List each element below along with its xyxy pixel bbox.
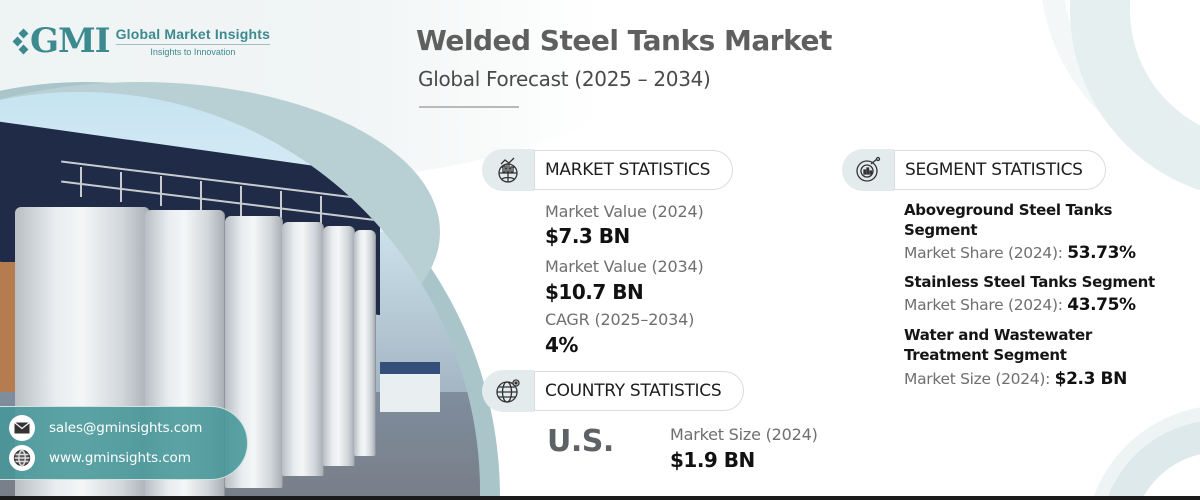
- website-link[interactable]: www.gminsights.com: [49, 450, 191, 466]
- market-value-2034: $10.7 BN: [545, 280, 644, 304]
- cagr-label: CAGR (2025–2034): [545, 310, 695, 329]
- contact-panel: sales@gminsights.com www.gminsights.com: [0, 406, 248, 480]
- logo-name: Global Market Insights: [115, 26, 271, 45]
- country-statistics-title: COUNTRY STATISTICS: [534, 371, 745, 411]
- globe-icon: [9, 445, 35, 471]
- segment-water-metric: Market Size (2024): $2.3 BN: [904, 369, 1127, 389]
- globe-chart-icon: [482, 149, 534, 191]
- market-value-2024-label: Market Value (2024): [545, 202, 704, 221]
- cagr-value: 4%: [545, 333, 578, 357]
- logo-tagline: Insights to Innovation: [150, 46, 236, 57]
- segment-water-title: Water and Wastewater Treatment Segment: [904, 326, 1092, 364]
- market-value-2024: $7.3 BN: [545, 224, 630, 248]
- page-title: Welded Steel Tanks Market: [416, 24, 832, 57]
- gmi-logo: GMI Global Market Insights Insights to I…: [12, 21, 271, 61]
- contact-website[interactable]: www.gminsights.com: [9, 445, 191, 471]
- page-subtitle: Global Forecast (2025 – 2034): [418, 67, 711, 91]
- market-statistics-header: MARKET STATISTICS: [482, 149, 734, 191]
- segment-aboveground-metric: Market Share (2024): 53.73%: [904, 243, 1136, 263]
- country-market-size: $1.9 BN: [670, 448, 755, 472]
- logo-diamond-icon: [12, 26, 29, 56]
- globe-pin-icon: [482, 370, 534, 412]
- email-link[interactable]: sales@gminsights.com: [49, 420, 203, 436]
- title-divider: [419, 106, 519, 108]
- segment-stainless-title: Stainless Steel Tanks Segment: [904, 273, 1155, 291]
- segment-aboveground-title: Aboveground Steel Tanks Segment: [904, 201, 1113, 239]
- segment-water-value: $2.3 BN: [1054, 369, 1128, 389]
- market-value-2034-label: Market Value (2034): [545, 257, 704, 276]
- country-name: U.S.: [547, 424, 614, 459]
- segment-aboveground-value: 53.73%: [1067, 243, 1136, 263]
- segment-stainless-value: 43.75%: [1067, 295, 1136, 315]
- bottom-border: [0, 496, 1200, 500]
- target-chart-icon: [842, 149, 894, 191]
- envelope-icon: [9, 415, 35, 441]
- country-market-size-label: Market Size (2024): [670, 425, 818, 444]
- segment-statistics-header: SEGMENT STATISTICS: [842, 149, 1106, 191]
- country-statistics-header: COUNTRY STATISTICS: [482, 370, 745, 412]
- segment-statistics-title: SEGMENT STATISTICS: [894, 150, 1106, 190]
- logo-mark: GMI: [30, 21, 111, 61]
- market-statistics-title: MARKET STATISTICS: [534, 150, 734, 190]
- segment-stainless-metric: Market Share (2024): 43.75%: [904, 295, 1136, 315]
- contact-email[interactable]: sales@gminsights.com: [9, 415, 202, 441]
